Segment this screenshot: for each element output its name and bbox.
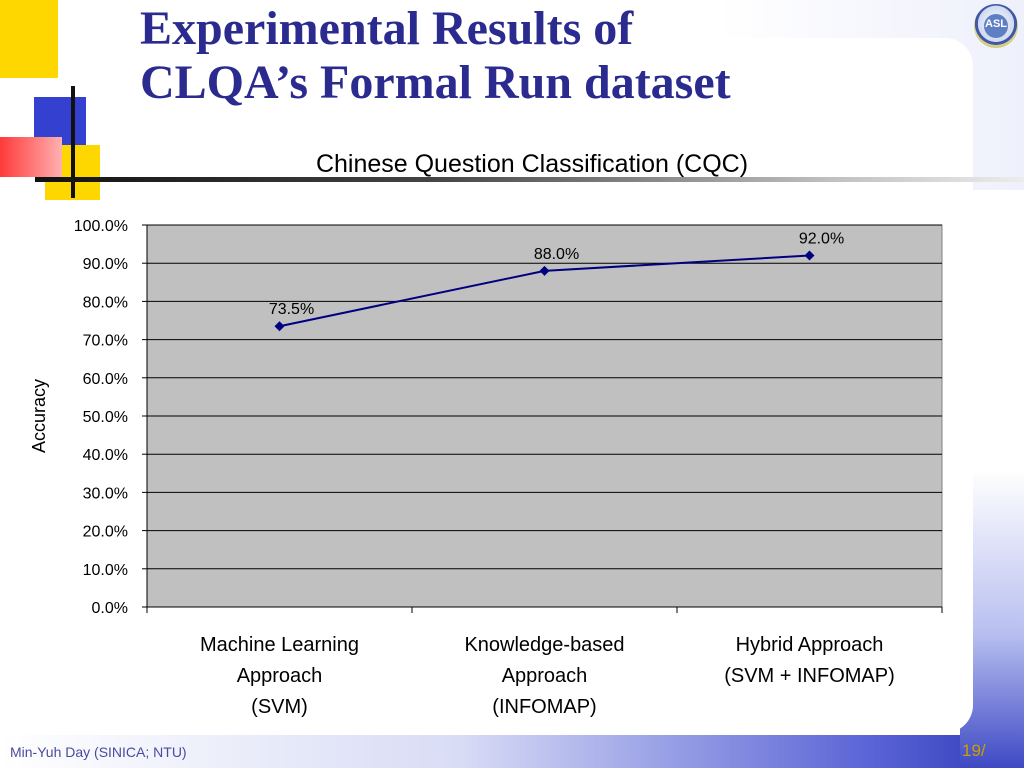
- data-label: 73.5%: [269, 301, 314, 318]
- x-category-label: (INFOMAP): [492, 696, 596, 718]
- y-tick-label: 10.0%: [83, 562, 128, 579]
- y-tick-label: 60.0%: [83, 371, 128, 388]
- data-point-marker: [274, 321, 285, 332]
- y-axis-label: Accuracy: [29, 379, 49, 453]
- y-tick-label: 20.0%: [83, 524, 128, 541]
- y-tick-label: 100.0%: [74, 218, 128, 235]
- slide-title-line2: CLQA’s Formal Run dataset: [140, 56, 731, 109]
- logo-inner-disc: [984, 14, 1008, 38]
- x-category-label: Hybrid Approach: [736, 634, 884, 656]
- decor-vertical-line: [71, 86, 75, 198]
- footer-gradient-band: [0, 735, 1024, 768]
- x-category-label: Approach: [237, 665, 323, 687]
- y-tick-label: 0.0%: [92, 600, 128, 617]
- data-label: 88.0%: [534, 246, 579, 263]
- y-tick-label: 70.0%: [83, 333, 128, 350]
- data-point-marker: [539, 265, 550, 276]
- x-category-label: (SVM + INFOMAP): [724, 665, 895, 687]
- decor-red-bar: [0, 137, 62, 177]
- data-label: 92.0%: [799, 231, 844, 248]
- x-category-label: Machine Learning: [200, 634, 359, 656]
- logo-text: ASL: [985, 18, 1007, 30]
- y-tick-label: 30.0%: [83, 485, 128, 502]
- y-tick-label: 40.0%: [83, 447, 128, 464]
- decor-yellow-square: [0, 0, 58, 78]
- slide-title: Experimental Results of CLQA’s Formal Ru…: [140, 2, 900, 110]
- data-point-marker: [804, 250, 815, 261]
- x-category-label: Knowledge-based: [464, 634, 624, 656]
- slide-title-line1: Experimental Results of: [140, 2, 634, 55]
- y-tick-label: 80.0%: [83, 294, 128, 311]
- page-number: 19/: [962, 741, 986, 760]
- footer-author: Min-Yuh Day (SINICA; NTU): [10, 744, 187, 760]
- y-tick-label: 90.0%: [83, 256, 128, 273]
- x-category-label: Approach: [502, 665, 588, 687]
- y-tick-label: 50.0%: [83, 409, 128, 426]
- x-category-label: (SVM): [251, 696, 308, 718]
- chart-title: Chinese Question Classification (CQC): [316, 150, 748, 178]
- decor-horizontal-rule: [35, 177, 1024, 182]
- asl-logo-icon: ASL: [974, 4, 1018, 48]
